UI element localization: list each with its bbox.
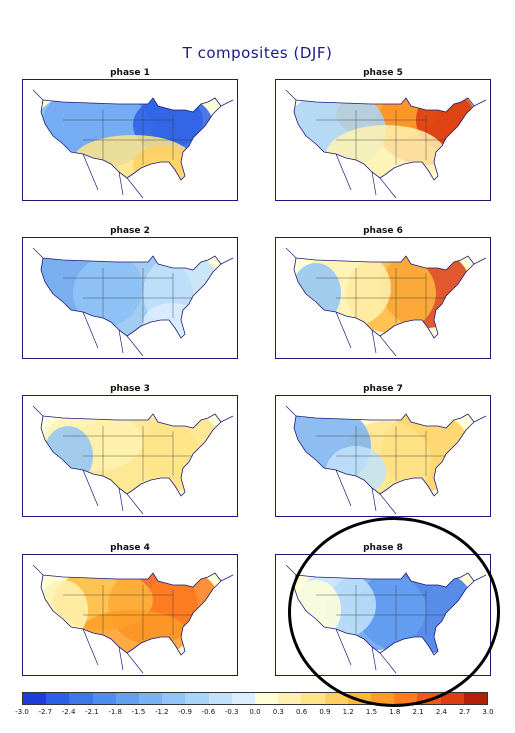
colorbar-tick-label: 0.6 (296, 708, 308, 716)
colorbar-tick-label: -0.3 (224, 708, 239, 716)
colorbar-segment (139, 693, 163, 704)
colorbar-tick-label: -3.0 (15, 708, 29, 716)
colorbar-segment (92, 693, 116, 704)
colorbar-tick-label: 1.2 (342, 708, 354, 716)
colorbar-tick-label: -1.5 (131, 708, 146, 716)
panel-label-phase-4: phase 4 (110, 543, 150, 553)
panel-label-phase-3: phase 3 (110, 384, 150, 394)
colorbar-segment (115, 693, 140, 704)
colorbar-tick-label: 3.0 (482, 708, 494, 716)
colorbar-segment (46, 693, 70, 704)
map-panel-phase-6 (275, 237, 491, 359)
map-panel-phase-1 (22, 79, 238, 201)
colorbar-tick-label: -0.9 (178, 708, 192, 716)
panel-label-phase-1: phase 1 (110, 68, 150, 78)
panel-label-phase-6: phase 6 (363, 226, 403, 236)
colorbar-tick-label: -1.2 (154, 708, 169, 716)
colorbar-tick-label: 2.1 (412, 708, 424, 716)
map-panel-phase-5 (275, 79, 491, 201)
map-panel-phase-7 (275, 395, 491, 517)
colorbar-segment (162, 693, 186, 704)
colorbar-tick-label: -2.4 (61, 708, 76, 716)
highlight-circle (288, 517, 500, 707)
colorbar-segment (231, 693, 256, 704)
colorbar-tick-label: -0.6 (201, 708, 216, 716)
colorbar-segment (463, 693, 488, 704)
colorbar-labels: -3.0 -2.7 -2.4 -2.1 -1.8 -1.5 -1.2 -0.9 -0.6 -0.3… (8, 708, 500, 720)
colorbar-segment (324, 693, 348, 704)
colorbar-tick-label: -1.8 (108, 708, 123, 716)
colorbar-segment (440, 693, 464, 704)
colorbar-tick-label: 2.4 (435, 708, 447, 716)
panel-label-phase-2: phase 2 (110, 226, 150, 236)
colorbar-tick-label: -2.1 (85, 708, 99, 716)
colorbar-tick-label: 2.7 (459, 708, 471, 716)
colorbar-segment (208, 693, 232, 704)
map-panel-phase-4 (22, 554, 238, 676)
colorbar-segment (255, 693, 279, 704)
colorbar-segment (69, 693, 93, 704)
colorbar-segment (278, 693, 302, 704)
colorbar-tick-label: 1.5 (365, 708, 378, 716)
colorbar-tick-label: 0.3 (272, 708, 284, 716)
panel-label-phase-7: phase 7 (363, 384, 403, 394)
colorbar-segment (301, 693, 325, 704)
colorbar-segment (23, 693, 47, 704)
colorbar-segment (185, 693, 209, 704)
map-panel-phase-3 (22, 395, 238, 517)
colorbar-tick-label: 0.0 (249, 708, 261, 716)
panel-label-phase-5: phase 5 (363, 68, 403, 78)
colorbar-tick-label: 0.9 (319, 708, 331, 716)
map-panel-phase-2 (22, 237, 238, 359)
figure-title: T composites (DJF) (182, 44, 333, 62)
colorbar-tick-label: 1.8 (389, 708, 401, 716)
colorbar-tick-label: -2.7 (38, 708, 53, 716)
